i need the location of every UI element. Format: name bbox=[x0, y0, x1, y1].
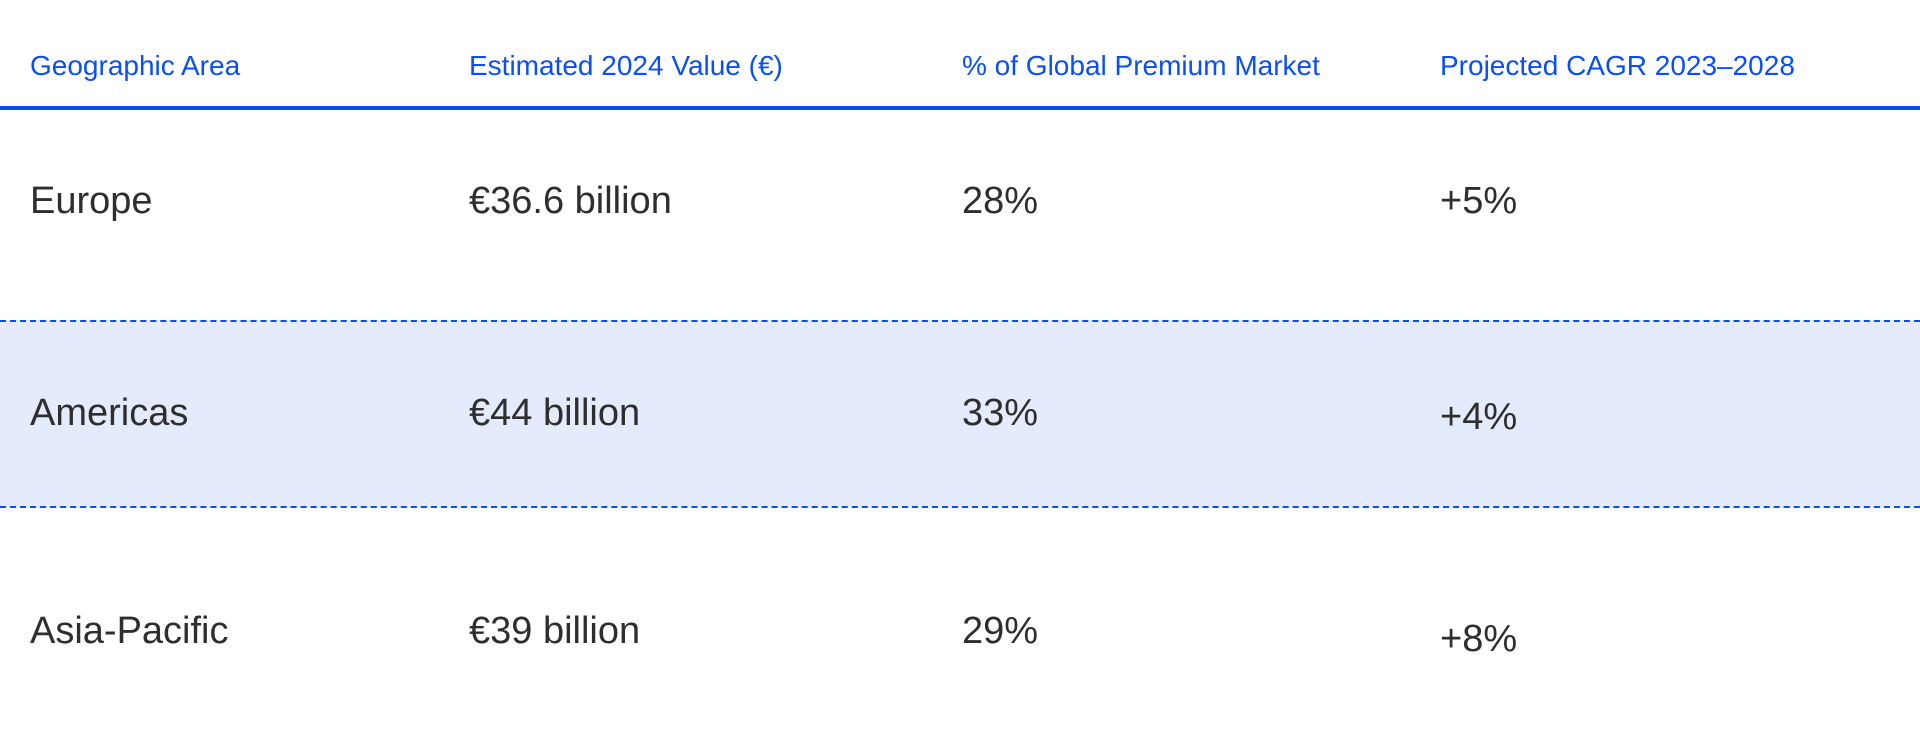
cell-cagr: +8% bbox=[1440, 618, 1518, 660]
table-row: Europe €36.6 billion 28% +5% bbox=[0, 110, 1920, 320]
cell-cagr: +4% bbox=[1440, 396, 1518, 438]
cell-cagr: +5% bbox=[1440, 180, 1518, 222]
table-row: Asia-Pacific €39 billion 29% +8% bbox=[0, 508, 1920, 744]
header-geographic-area: Geographic Area bbox=[30, 50, 241, 81]
cell-area: Europe bbox=[30, 180, 153, 222]
table-header: Geographic Area Estimated 2024 Value (€)… bbox=[0, 0, 1920, 110]
cell-value: €36.6 billion bbox=[469, 180, 672, 222]
header-market-share: % of Global Premium Market bbox=[962, 50, 1320, 81]
cell-share: 29% bbox=[962, 610, 1039, 652]
cell-share: 28% bbox=[962, 180, 1039, 222]
cell-value: €39 billion bbox=[469, 610, 641, 652]
cell-value: €44 billion bbox=[469, 392, 641, 434]
header-projected-cagr: Projected CAGR 2023–2028 bbox=[1440, 50, 1795, 81]
header-estimated-value: Estimated 2024 Value (€) bbox=[469, 50, 783, 81]
table-row-highlighted: Americas €44 billion 33% +4% bbox=[0, 320, 1920, 508]
cell-area: Americas bbox=[30, 392, 189, 434]
cell-area: Asia-Pacific bbox=[30, 610, 229, 652]
cell-share: 33% bbox=[962, 392, 1039, 434]
